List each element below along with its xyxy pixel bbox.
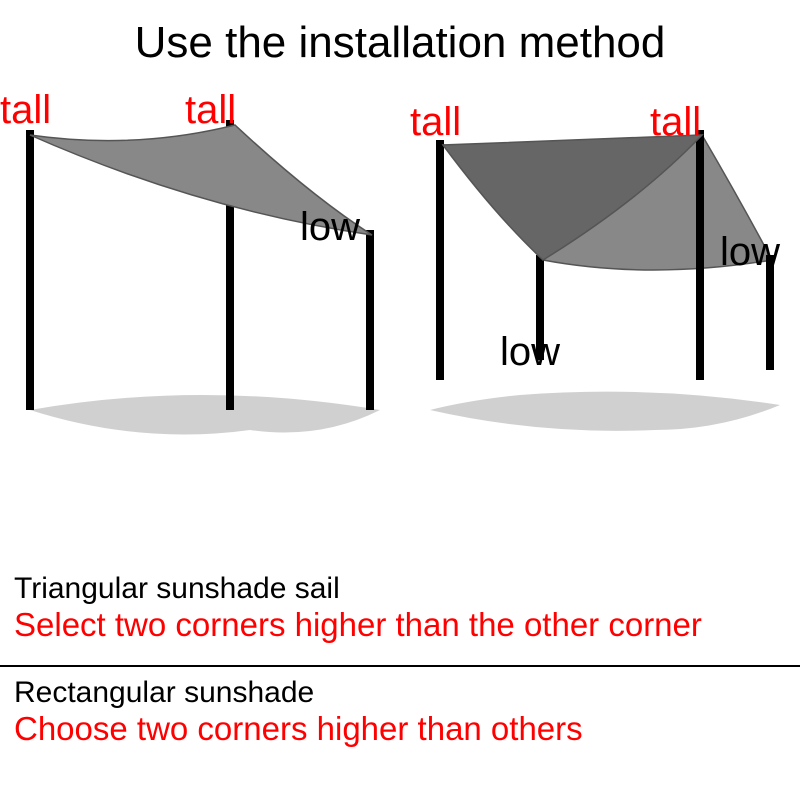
tall-label: tall — [650, 100, 701, 145]
tall-label: tall — [185, 88, 236, 133]
diagrams-area: tall tall low tall tall low low — [0, 80, 800, 510]
rectangular-caption-block: Rectangular sunshade Choose two corners … — [0, 676, 800, 747]
rectangular-caption-heading: Rectangular sunshade — [14, 676, 786, 710]
triangular-caption-instruction: Select two corners higher than the other… — [14, 608, 786, 643]
rectangular-caption-instruction: Choose two corners higher than others — [14, 712, 786, 747]
pole — [696, 130, 704, 380]
tall-label: tall — [410, 100, 461, 145]
triangular-caption-block: Triangular sunshade sail Select two corn… — [0, 572, 800, 643]
pole — [436, 140, 444, 380]
rect-shadow — [430, 392, 780, 431]
low-label: low — [300, 205, 360, 250]
section-divider — [0, 665, 800, 667]
tall-label: tall — [0, 88, 51, 133]
triangular-caption-heading: Triangular sunshade sail — [14, 572, 786, 606]
low-label: low — [500, 330, 560, 375]
page-title: Use the installation method — [0, 18, 800, 68]
low-label: low — [720, 230, 780, 275]
